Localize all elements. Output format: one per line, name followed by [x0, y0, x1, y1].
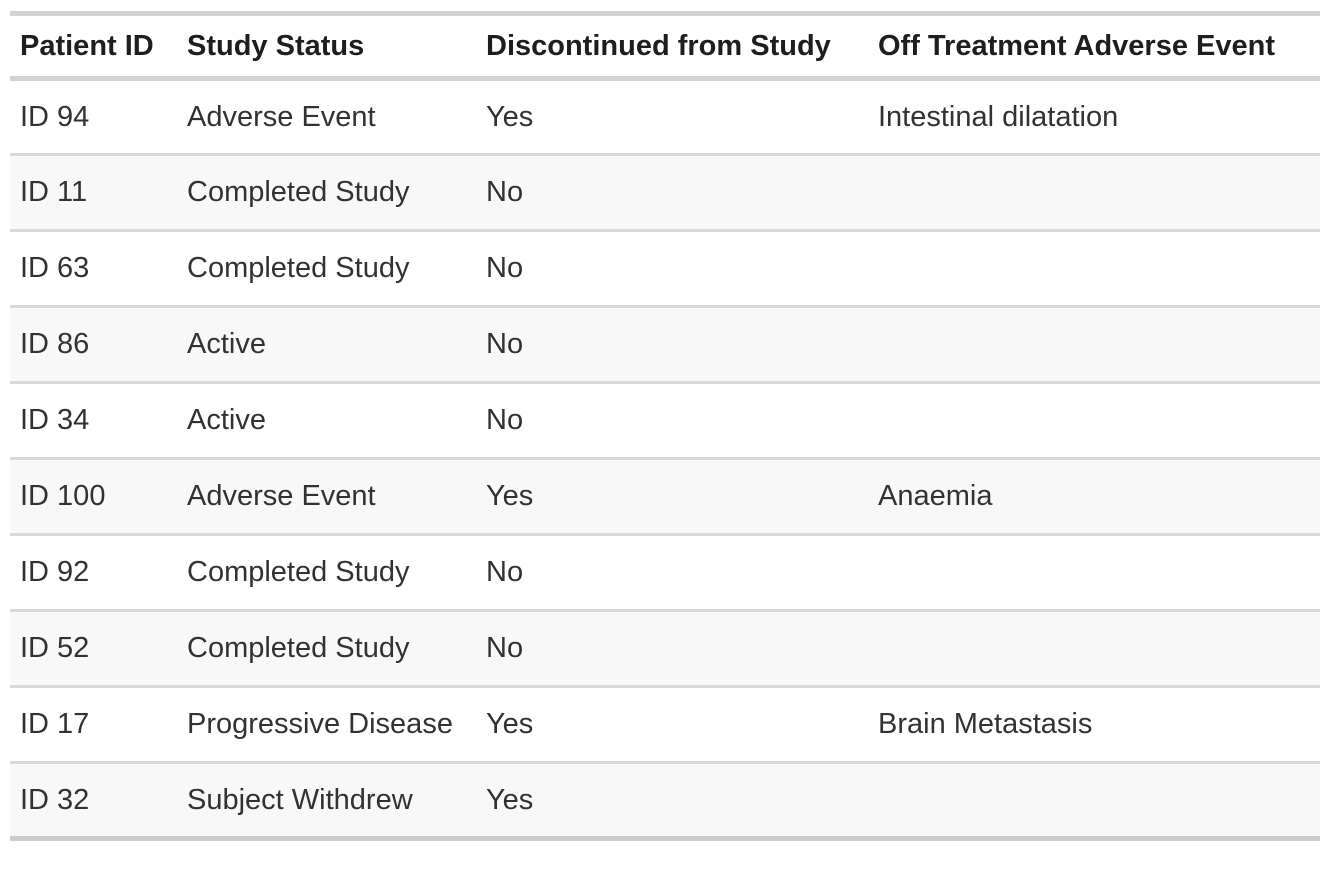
cell-discontinued: Yes: [486, 685, 878, 763]
cell-discontinued: No: [486, 533, 878, 611]
table-row[interactable]: ID 34 Active No: [10, 381, 1320, 459]
table-header-row: Patient ID Study Status Discontinued fro…: [10, 11, 1320, 81]
cell-study-status: Completed Study: [187, 229, 486, 307]
table-row[interactable]: ID 92 Completed Study No: [10, 533, 1320, 611]
cell-adverse-event: [878, 533, 1320, 611]
cell-adverse-event: [878, 305, 1320, 383]
table-row[interactable]: ID 63 Completed Study No: [10, 229, 1320, 307]
table-body: ID 94 Adverse Event Yes Intestinal dilatati…: [10, 79, 1320, 841]
cell-study-status: Adverse Event: [187, 100, 376, 133]
cell-adverse-event: Brain Metastasis: [878, 685, 1320, 763]
cell-patient-id: ID 92: [10, 533, 187, 611]
cell-adverse-event: [878, 609, 1320, 687]
cell-adverse-event: [878, 153, 1320, 231]
cell-patient-id: ID 63: [10, 229, 187, 307]
cell-study-status: Completed Study: [187, 609, 486, 687]
table-row[interactable]: ID 11 Completed Study No: [10, 153, 1320, 231]
cell-study-status: Progressive Disease: [187, 685, 486, 763]
cell-adverse-event: [878, 761, 1320, 841]
cell-discontinued: Yes: [486, 100, 534, 133]
cell-study-status: Subject Withdrew: [187, 761, 486, 841]
cell-adverse-event: [878, 381, 1320, 459]
column-header-patient-id[interactable]: Patient ID: [10, 11, 187, 81]
cell-study-status: Completed Study: [187, 533, 486, 611]
cell-discontinued: No: [486, 381, 878, 459]
column-header-discontinued-from-study[interactable]: Discontinued from Study: [486, 11, 878, 81]
cell-study-status: Completed Study: [187, 153, 486, 231]
cell-discontinued: No: [486, 305, 878, 383]
cell-discontinued: No: [486, 609, 878, 687]
cell-discontinued: No: [486, 153, 878, 231]
cell-patient-id: ID 17: [10, 685, 187, 763]
cell-adverse-event: Intestinal dilatation: [878, 100, 1119, 133]
cell-discontinued: Yes: [486, 761, 878, 841]
table-row[interactable]: ID 52 Completed Study No: [10, 609, 1320, 687]
table-row[interactable]: ID 100 Adverse Event Yes Anaemia: [10, 457, 1320, 535]
cell-adverse-event: Anaemia: [878, 457, 1320, 535]
cell-patient-id: ID 32: [10, 761, 187, 841]
cell-patient-id: ID 52: [10, 609, 187, 687]
cell-patient-id: ID 94: [20, 100, 90, 133]
cell-study-status: Active: [187, 305, 486, 383]
cell-study-status: Adverse Event: [187, 457, 486, 535]
cell-patient-id: ID 11: [10, 153, 187, 231]
cell-patient-id: ID 34: [10, 381, 187, 459]
cell-adverse-event: [878, 229, 1320, 307]
cell-discontinued: Yes: [486, 457, 878, 535]
cell-patient-id: ID 100: [10, 457, 187, 535]
column-header-study-status[interactable]: Study Status: [187, 11, 486, 81]
table-row[interactable]: ID 94 Adverse Event Yes Intestinal dilatati…: [10, 79, 1320, 155]
table-row[interactable]: ID 32 Subject Withdrew Yes: [10, 761, 1320, 841]
cell-patient-id: ID 86: [10, 305, 187, 383]
patient-study-table: Patient ID Study Status Discontinued fro…: [10, 11, 1320, 841]
table-row[interactable]: ID 86 Active No: [10, 305, 1320, 383]
column-header-off-treatment-adverse-event[interactable]: Off Treatment Adverse Event: [878, 11, 1320, 81]
cell-discontinued: No: [486, 229, 878, 307]
table-row[interactable]: ID 17 Progressive Disease Yes Brain Metasta…: [10, 685, 1320, 763]
patient-study-table-container: Patient ID Study Status Discontinued fro…: [10, 11, 1320, 841]
cell-study-status: Active: [187, 381, 486, 459]
